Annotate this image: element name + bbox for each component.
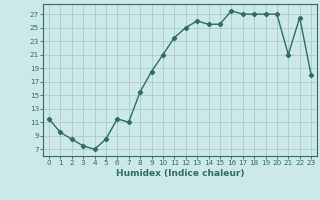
X-axis label: Humidex (Indice chaleur): Humidex (Indice chaleur) bbox=[116, 169, 244, 178]
